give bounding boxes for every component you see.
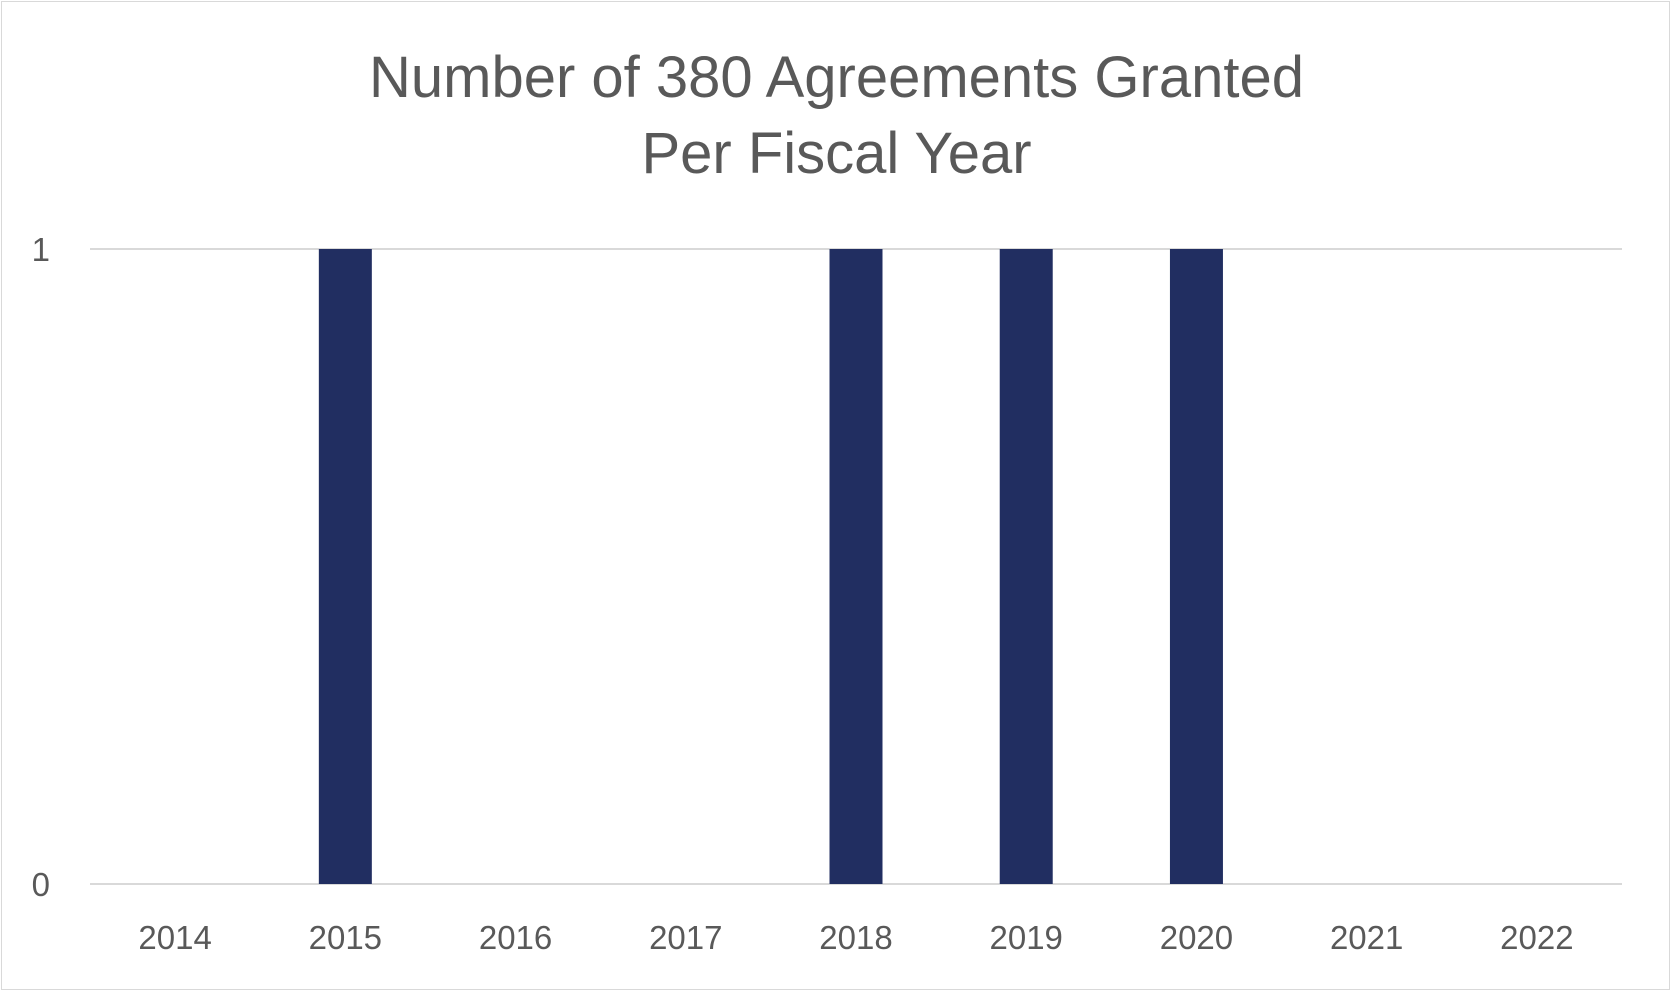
- bars: [318, 249, 1223, 884]
- y-tick-label: 0: [32, 866, 50, 903]
- x-tick-label: 2015: [309, 919, 382, 956]
- x-tick-label: 2018: [819, 919, 892, 956]
- x-tick-label: 2017: [649, 919, 722, 956]
- x-tick-label: 2014: [138, 919, 211, 956]
- bar-2018: [829, 249, 883, 884]
- x-axis-ticks: 2014 2015 2016 2017 2018 2019 2020 2021 2022: [138, 919, 1573, 956]
- x-tick-label: 2021: [1330, 919, 1403, 956]
- chart-title: Number of 380 Agreements Granted Per Fis…: [0, 40, 1673, 192]
- x-tick-label: 2019: [990, 919, 1063, 956]
- x-tick-label: 2022: [1500, 919, 1573, 956]
- bar-2015: [318, 249, 372, 884]
- bar-2019: [999, 249, 1053, 884]
- bar-2020: [1169, 249, 1223, 884]
- y-axis-ticks: 01: [32, 231, 50, 903]
- x-tick-label: 2016: [479, 919, 552, 956]
- x-tick-label: 2020: [1160, 919, 1233, 956]
- y-tick-label: 1: [32, 231, 50, 268]
- chart-title-line-2: Per Fiscal Year: [641, 121, 1032, 186]
- chart-title-line-1: Number of 380 Agreements Granted: [369, 45, 1304, 110]
